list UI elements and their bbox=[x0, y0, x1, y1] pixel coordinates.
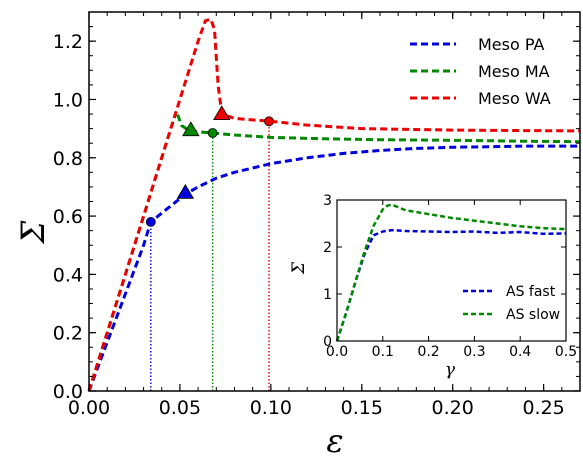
y-axis-label: Σ bbox=[14, 220, 52, 244]
legend-label-meso-wa: Meso WA bbox=[478, 89, 551, 108]
inset-plot-frame bbox=[336, 199, 567, 342]
x-tick-label: 0.10 bbox=[250, 397, 292, 419]
main-plot-marks bbox=[87, 17, 581, 392]
inset-x-tick-label: 0.3 bbox=[463, 344, 485, 360]
inset-legend-label-as-slow: AS slow bbox=[506, 307, 560, 323]
y-tick-label: 1.0 bbox=[53, 89, 83, 111]
marker-triangle-meso-ma bbox=[182, 121, 200, 137]
series-line-meso-pa bbox=[87, 144, 580, 392]
inset-x-tick-label: 0.5 bbox=[555, 344, 577, 360]
y-tick-label: 0.2 bbox=[53, 323, 83, 345]
inset-x-tick-label: 0.1 bbox=[372, 344, 394, 360]
inset-axis-ticks: 0.0 0.1 0.2 0.3 0.4 0.5 0 1 2 3 bbox=[323, 193, 577, 360]
marker-circle-meso-pa bbox=[145, 217, 156, 227]
marker-circle-meso-ma bbox=[207, 128, 218, 138]
inset-x-tick-label: 0.2 bbox=[417, 344, 439, 360]
y-tick-label: 0.0 bbox=[53, 381, 83, 403]
y-tick-label: 0.6 bbox=[53, 206, 83, 228]
legend-label-meso-pa: Meso PA bbox=[478, 35, 544, 54]
marker-circle-meso-wa bbox=[264, 116, 274, 127]
inset-y-axis-label: Σ bbox=[289, 261, 309, 275]
series-line-meso-wa bbox=[87, 17, 581, 392]
y-tick-label: 0.4 bbox=[53, 264, 83, 286]
inset-x-tick-label: 0.0 bbox=[326, 344, 348, 360]
main-axis-ticks: 0.00 0.05 0.10 0.15 0.20 0.250.00.20.40.60.81… bbox=[53, 11, 581, 419]
x-tick-label: 0.05 bbox=[159, 397, 201, 419]
inset-legend: AS fast AS slow bbox=[463, 284, 560, 323]
y-tick-label: 0.8 bbox=[53, 148, 83, 170]
inset-series-line-as-fast bbox=[335, 228, 567, 342]
legend-label-meso-ma: Meso MA bbox=[478, 62, 550, 81]
x-tick-label: 0.25 bbox=[522, 397, 564, 419]
inset-x-axis-label: γ bbox=[445, 360, 456, 380]
main-legend: Meso PA Meso MA Meso WA bbox=[410, 35, 551, 108]
marker-triangle-meso-pa bbox=[176, 183, 195, 199]
inset-y-tick-label: 2 bbox=[323, 240, 332, 256]
x-tick-label: 0.15 bbox=[341, 397, 383, 419]
inset-y-tick-label: 1 bbox=[323, 287, 332, 303]
inset-legend-label-as-fast: AS fast bbox=[506, 284, 556, 300]
x-tick-label: 0.00 bbox=[68, 397, 110, 419]
y-tick-label: 1.2 bbox=[53, 31, 83, 53]
inset-x-tick-label: 0.4 bbox=[509, 344, 531, 360]
x-tick-label: 0.20 bbox=[432, 397, 474, 419]
inset-plot-marks bbox=[335, 203, 567, 342]
inset-plot: 0.0 0.1 0.2 0.3 0.4 0.5 0 1 2 3 AS fast AS slow γ… bbox=[289, 193, 577, 380]
inset-y-tick-label: 0 bbox=[323, 334, 332, 350]
inset-y-tick-label: 3 bbox=[323, 193, 332, 209]
x-axis-label: ε bbox=[326, 422, 343, 460]
marker-triangle-meso-wa bbox=[213, 105, 231, 121]
